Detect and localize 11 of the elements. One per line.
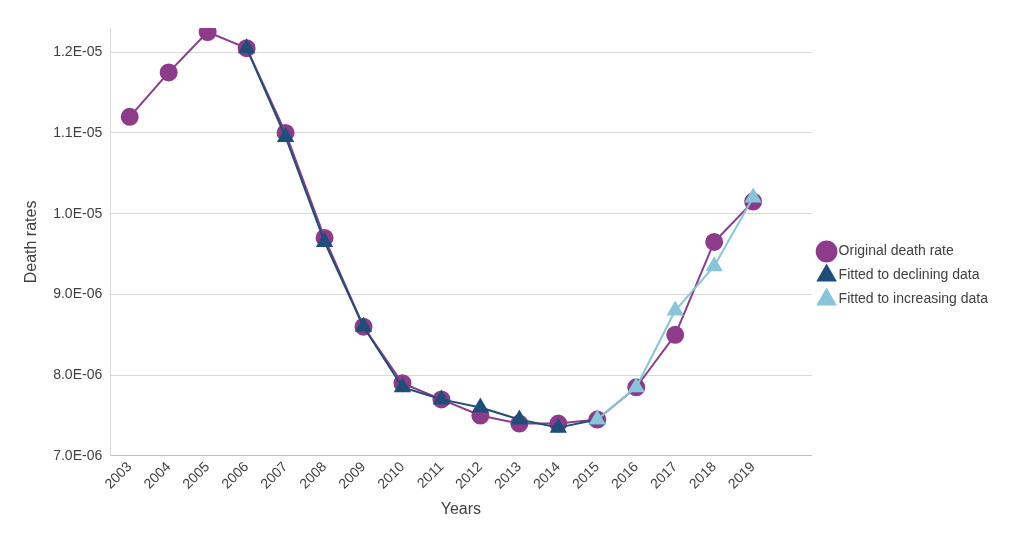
y-tick-label: 9.0E-06 — [53, 285, 103, 302]
y-tick-label: 7.0E-06 — [53, 446, 103, 463]
legend-label: Original death rate — [838, 242, 954, 259]
y-axis-title: Death rates — [22, 200, 40, 284]
y-tick-label: 1.0E-05 — [53, 204, 103, 221]
x-axis-title: Years — [440, 499, 482, 517]
y-tick-label: 1.1E-05 — [53, 123, 103, 140]
y-tick-label: 8.0E-06 — [53, 366, 103, 383]
legend-label: Fitted to declining data — [838, 266, 980, 283]
legend-label: Fitted to increasing data — [838, 290, 989, 307]
y-tick-label: 1.2E-05 — [53, 43, 103, 60]
